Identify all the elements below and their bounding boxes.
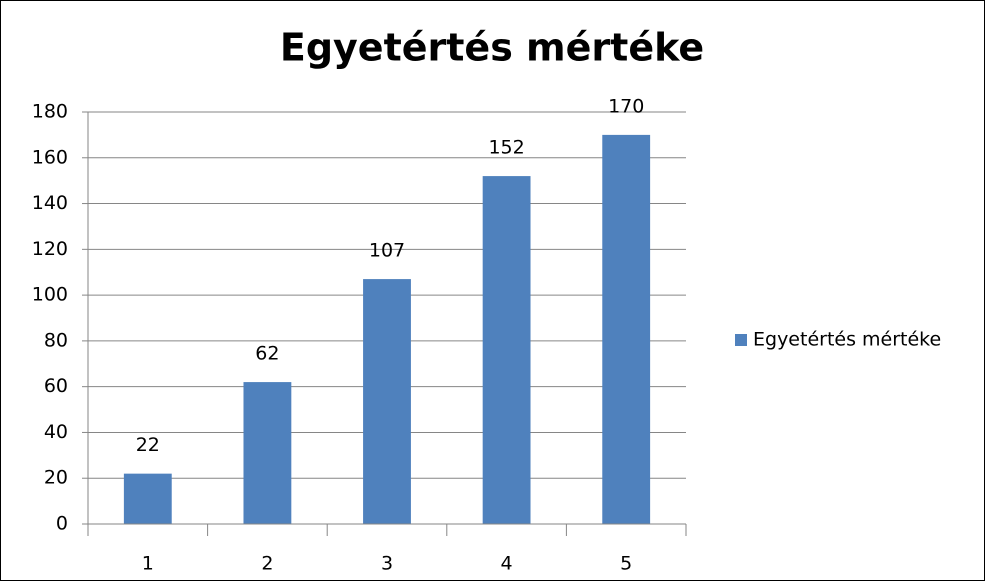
data-label: 152 xyxy=(488,137,524,159)
y-tick-label: 160 xyxy=(32,146,68,168)
y-tick-label: 140 xyxy=(32,192,68,214)
y-tick-label: 0 xyxy=(56,513,68,535)
legend-swatch xyxy=(735,334,747,346)
y-tick-label: 60 xyxy=(44,375,68,397)
bar xyxy=(363,279,411,524)
legend-label: Egyetértés mértéke xyxy=(753,329,941,351)
y-tick-label: 40 xyxy=(44,421,68,443)
y-tick-label: 20 xyxy=(44,467,68,489)
y-tick-label: 180 xyxy=(32,101,68,123)
bar xyxy=(243,382,292,524)
x-tick-label: 1 xyxy=(142,553,154,575)
y-tick-label: 80 xyxy=(44,329,68,351)
data-label: 107 xyxy=(369,240,405,262)
bar xyxy=(602,134,651,524)
bar xyxy=(123,473,172,524)
data-label: 170 xyxy=(608,95,644,117)
x-tick-label: 2 xyxy=(261,553,273,575)
y-tick-label: 120 xyxy=(32,238,68,260)
x-tick-label: 5 xyxy=(620,553,632,575)
chart-title: Egyetértés mértéke xyxy=(280,26,704,70)
x-tick-label: 3 xyxy=(381,553,393,575)
x-tick-label: 4 xyxy=(501,553,513,575)
data-label: 22 xyxy=(136,434,160,456)
y-tick-label: 100 xyxy=(32,284,68,306)
bar xyxy=(482,176,531,525)
data-label: 62 xyxy=(255,343,279,365)
